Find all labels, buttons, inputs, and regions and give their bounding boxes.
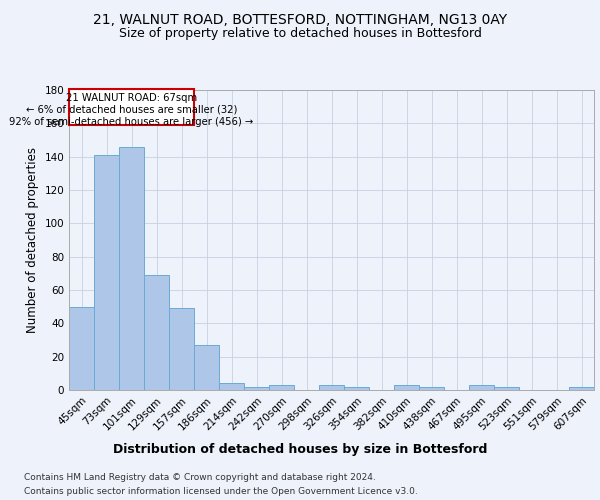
Bar — [119, 146, 144, 390]
Text: 92% of semi-detached houses are larger (456) →: 92% of semi-detached houses are larger (… — [10, 116, 254, 126]
Bar — [494, 386, 519, 390]
Bar — [219, 384, 244, 390]
Text: Contains HM Land Registry data © Crown copyright and database right 2024.: Contains HM Land Registry data © Crown c… — [24, 472, 376, 482]
Bar — [269, 385, 294, 390]
Text: 21 WALNUT ROAD: 67sqm: 21 WALNUT ROAD: 67sqm — [66, 94, 197, 104]
Bar — [469, 385, 494, 390]
Bar — [69, 306, 94, 390]
Bar — [169, 308, 194, 390]
Bar — [319, 385, 344, 390]
Bar — [419, 386, 444, 390]
Text: 21, WALNUT ROAD, BOTTESFORD, NOTTINGHAM, NG13 0AY: 21, WALNUT ROAD, BOTTESFORD, NOTTINGHAM,… — [93, 12, 507, 26]
Bar — [94, 155, 119, 390]
Text: Contains public sector information licensed under the Open Government Licence v3: Contains public sector information licen… — [24, 488, 418, 496]
Text: Distribution of detached houses by size in Bottesford: Distribution of detached houses by size … — [113, 442, 487, 456]
Bar — [394, 385, 419, 390]
Bar — [194, 345, 219, 390]
Bar — [144, 275, 169, 390]
Text: Size of property relative to detached houses in Bottesford: Size of property relative to detached ho… — [119, 28, 481, 40]
Bar — [344, 386, 369, 390]
FancyBboxPatch shape — [69, 89, 194, 125]
Bar — [244, 386, 269, 390]
Bar — [569, 386, 594, 390]
Y-axis label: Number of detached properties: Number of detached properties — [26, 147, 39, 333]
Text: ← 6% of detached houses are smaller (32): ← 6% of detached houses are smaller (32) — [26, 105, 237, 115]
